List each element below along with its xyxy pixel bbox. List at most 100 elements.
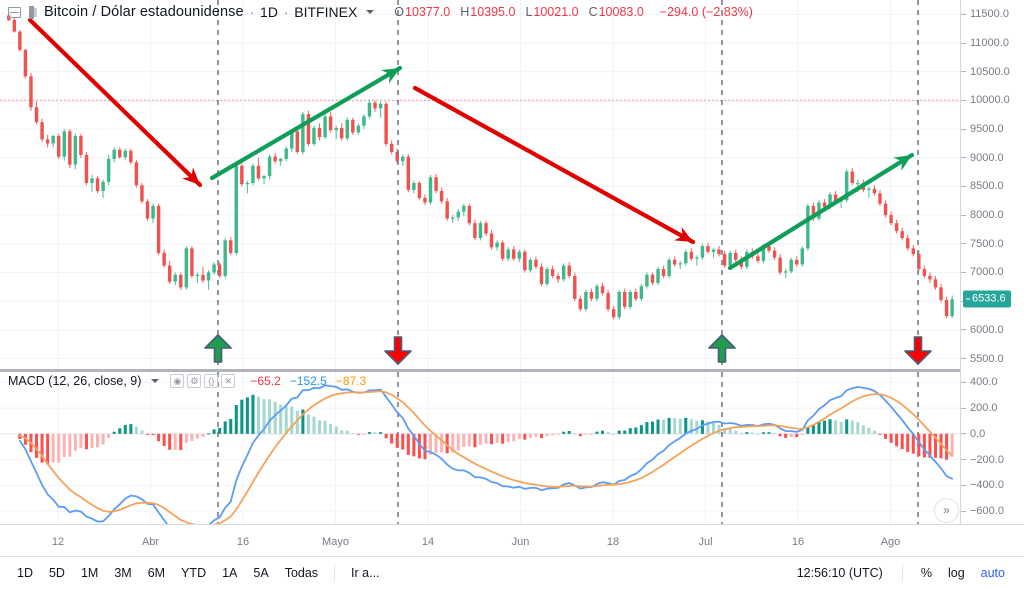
macd-pane[interactable] xyxy=(0,372,960,524)
chevron-down-icon[interactable] xyxy=(151,379,160,383)
macd-histogram-bar xyxy=(462,433,466,447)
macd-histogram-value: −65.2 xyxy=(250,374,281,388)
candle-body xyxy=(278,158,283,162)
symbol-title[interactable]: Bitcoin / Dólar estadounidense xyxy=(44,4,244,20)
time-axis[interactable]: 12 Abr 16 Mayo 14 Jun 18 Jul 16 Ago xyxy=(0,524,1024,556)
macd-histogram-bar xyxy=(601,430,605,434)
macd-histogram-bar xyxy=(112,431,116,434)
candle-body xyxy=(689,251,694,259)
macd-histogram-bar xyxy=(207,433,211,435)
macd-histogram-bar xyxy=(872,430,876,434)
range-button-1d[interactable]: 1D xyxy=(17,566,33,580)
double-chevron-right-icon[interactable]: » xyxy=(934,498,959,523)
macd-histogram-bar xyxy=(517,433,521,440)
range-button-5a[interactable]: 5A xyxy=(253,566,269,580)
range-button-3m[interactable]: 3M xyxy=(114,566,132,580)
ohlc-close: C10083.0 xyxy=(589,5,644,19)
time-tick: Jun xyxy=(511,536,530,548)
timeframe-label[interactable]: 1D xyxy=(260,4,278,20)
buy-signal-marker[interactable] xyxy=(708,334,736,363)
legend-separator-1: · xyxy=(249,4,255,20)
sell-signal-marker[interactable] xyxy=(384,336,412,365)
candle-body xyxy=(767,246,771,251)
macd-histogram-bar xyxy=(373,432,377,434)
exchange-label[interactable]: BITFINEX xyxy=(294,4,358,20)
macd-histogram-bar xyxy=(523,433,527,440)
source-code-icon[interactable]: {} xyxy=(204,374,219,388)
macd-histogram-bar xyxy=(190,433,194,442)
macd-histogram-bar xyxy=(639,425,643,434)
candle-body xyxy=(84,154,89,183)
candle-body xyxy=(362,116,366,126)
candle-body xyxy=(617,291,621,318)
gear-icon[interactable]: ⚙ xyxy=(187,374,202,388)
downtrend-arrow-2-head xyxy=(674,226,693,242)
range-button-todas[interactable]: Todas xyxy=(284,566,319,580)
range-button-1m[interactable]: 1M xyxy=(80,566,99,580)
macd-histogram-bar xyxy=(922,433,926,458)
macd-histogram-bar xyxy=(678,418,682,434)
candle-body xyxy=(933,279,938,288)
percent-scale-button[interactable]: % xyxy=(920,566,932,580)
macd-histogram-bar xyxy=(490,433,494,445)
macd-histogram-bar xyxy=(662,419,666,434)
candlestick-icon[interactable] xyxy=(27,5,38,19)
candle-body xyxy=(434,177,438,192)
clock-label[interactable]: 12:56:10 (UTC) xyxy=(796,566,883,580)
macd-histogram-bar xyxy=(578,433,582,437)
macd-histogram-bar xyxy=(706,421,710,434)
macd-histogram-bar xyxy=(612,433,616,435)
candle-body xyxy=(45,139,50,144)
candle-body xyxy=(145,201,150,219)
macd-histogram-bar xyxy=(445,433,449,454)
macd-histogram-bar xyxy=(689,419,693,434)
macd-histogram-bar xyxy=(750,432,754,434)
goto-button[interactable]: Ir a... xyxy=(351,566,380,580)
candle-body xyxy=(223,240,227,276)
range-button-ytd[interactable]: YTD xyxy=(181,566,207,580)
collapse-icon[interactable] xyxy=(8,6,21,18)
price-tick: 9000.0 xyxy=(961,152,1004,164)
candle-body xyxy=(523,251,527,271)
range-button-5d[interactable]: 5D xyxy=(48,566,65,580)
chevron-down-icon[interactable] xyxy=(366,10,375,14)
price-chart-pane[interactable] xyxy=(0,0,960,370)
candle-body xyxy=(606,293,610,310)
candle-body xyxy=(789,259,793,272)
candle-body xyxy=(384,103,388,144)
buy-signal-marker[interactable] xyxy=(204,334,232,363)
macd-histogram-bar xyxy=(62,433,66,457)
ohlc-close-label: C xyxy=(588,5,598,19)
price-tick: 9500.0 xyxy=(961,123,1004,135)
macd-histogram-bar xyxy=(451,433,455,453)
candle-body xyxy=(528,259,533,271)
macd-histogram-bar xyxy=(90,433,94,448)
range-button-6m[interactable]: 6M xyxy=(147,566,166,580)
macd-tick: 200.0 xyxy=(961,402,998,414)
candle-body xyxy=(711,249,716,252)
macd-histogram-bar xyxy=(495,433,499,444)
pane-divider[interactable] xyxy=(0,369,960,372)
macd-title[interactable]: MACD (12, 26, close, 9) xyxy=(8,374,142,388)
log-scale-button[interactable]: log xyxy=(947,566,965,580)
macd-histogram-bar xyxy=(123,424,127,434)
candle-body xyxy=(512,249,516,259)
eye-icon[interactable]: ◉ xyxy=(170,374,185,388)
sell-signal-marker[interactable] xyxy=(904,336,932,365)
macd-histogram-bar xyxy=(473,433,477,448)
close-icon[interactable]: ✕ xyxy=(221,374,236,388)
price-axis[interactable]: 11500.0 11000.0 10500.0 10000.0 9500.0 9000.0… xyxy=(960,0,1024,524)
candle-body xyxy=(872,188,877,194)
candle-body xyxy=(928,275,932,280)
macd-histogram-bar xyxy=(767,432,771,434)
candle-body xyxy=(567,265,571,276)
candle-body xyxy=(179,274,183,288)
macd-histogram-bar xyxy=(800,433,804,435)
candle-body xyxy=(406,156,411,190)
candle-body xyxy=(844,171,849,201)
auto-scale-button[interactable]: auto xyxy=(980,566,1005,580)
macd-histogram-bar xyxy=(390,433,394,444)
range-button-1a[interactable]: 1A xyxy=(222,566,238,580)
candle-body xyxy=(578,298,583,310)
